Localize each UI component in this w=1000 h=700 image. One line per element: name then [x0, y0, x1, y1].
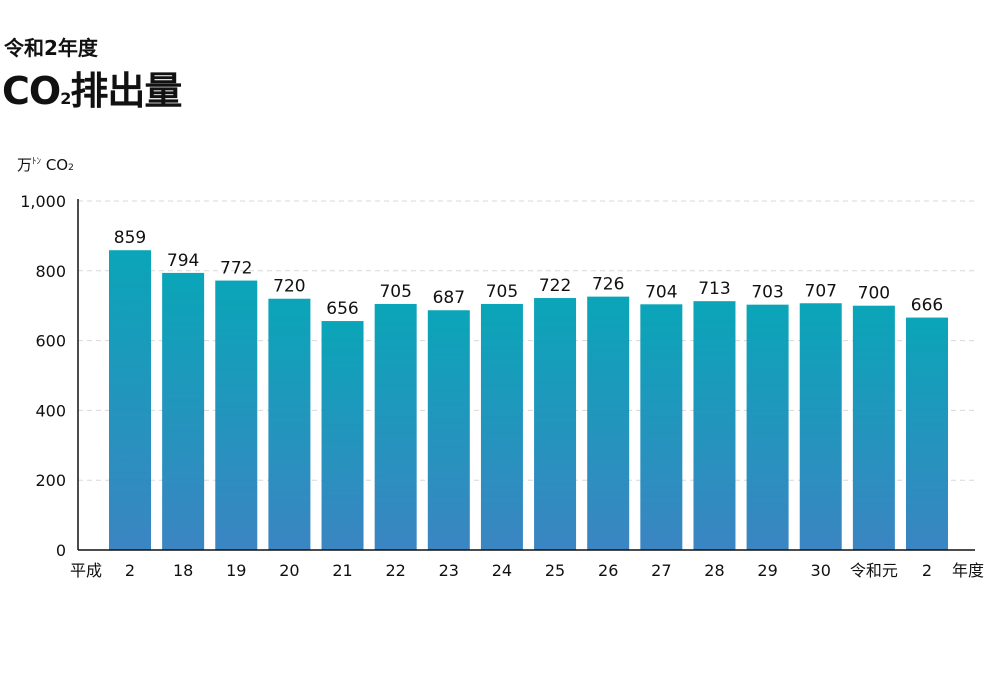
bar: [906, 317, 948, 550]
bar: [852, 305, 895, 550]
y-tick-label: 800: [35, 262, 66, 281]
x-tick-label: 28: [704, 561, 724, 580]
x-tick-label: 22: [385, 561, 405, 580]
bar: [640, 304, 683, 550]
x-tick-label: 30: [811, 561, 831, 580]
value-labels: 859 794 772 720 656 705 687 705 722 726 704 713 703 7…: [114, 228, 943, 319]
x-tick-label: 2: [125, 561, 135, 580]
bars: [109, 250, 948, 551]
y-tick-labels: 0 200 400 600 800 1,000: [20, 192, 66, 560]
chart-title: CO2排出量: [2, 60, 182, 115]
y-tick-label: 200: [35, 471, 66, 490]
x-tick-label: 23: [439, 561, 459, 580]
x-tick-label: 2: [922, 561, 932, 580]
bar: [374, 303, 417, 550]
x-tick-label: 26: [598, 561, 618, 580]
unit-small: ﾄﾝ: [32, 157, 42, 167]
x-tick-label: 24: [492, 561, 512, 580]
title-rest: 排出量: [70, 69, 182, 113]
bar: [109, 250, 151, 551]
bar-value-label: 720: [273, 277, 305, 297]
unit-subscript: 2: [68, 163, 74, 173]
x-tick-label: 令和元: [850, 561, 898, 580]
bar: [693, 301, 736, 550]
bar-value-label: 705: [379, 282, 411, 302]
bar-value-label: 726: [592, 275, 624, 295]
title-subscript: 2: [60, 89, 71, 108]
x-tick-label: 27: [651, 561, 671, 580]
y-tick-label: 0: [56, 541, 66, 560]
bar: [215, 280, 258, 550]
bar-value-label: 722: [539, 276, 571, 296]
x-tick-labels: 2 18 19 20 21 22 23 24 25 26 27 28 29 30 令和元 2 平成 年度: [70, 561, 984, 580]
bar-value-label: 859: [114, 228, 146, 248]
axes: [77, 199, 975, 551]
unit-co: CO: [45, 156, 69, 174]
bar-value-label: 794: [167, 251, 199, 271]
bar: [321, 321, 364, 550]
x-tick-label: 20: [279, 561, 299, 580]
bar-value-label: 713: [698, 279, 730, 299]
unit-prefix: 万: [17, 156, 33, 174]
subtitle: 令和2年度: [4, 36, 98, 60]
bar-value-label: 666: [911, 296, 943, 316]
bar-value-label: 772: [220, 259, 252, 279]
bar-value-label: 705: [486, 282, 518, 302]
x-tick-label: 19: [226, 561, 246, 580]
bar: [799, 303, 842, 550]
bar: [587, 296, 630, 550]
y-tick-label: 600: [35, 332, 66, 351]
y-tick-label: 1,000: [20, 192, 66, 211]
x-tick-label: 29: [757, 561, 777, 580]
bar-value-label: 704: [645, 282, 677, 302]
bar-value-label: 687: [433, 288, 465, 308]
bar: [534, 298, 577, 550]
bar-value-label: 656: [326, 299, 358, 319]
bar: [268, 298, 311, 550]
x-tick-label: 18: [173, 561, 193, 580]
x-tick-label: 25: [545, 561, 565, 580]
bar-value-label: 700: [858, 284, 890, 304]
x-axis-end-label: 年度: [952, 561, 984, 580]
bar-value-label: 707: [805, 281, 837, 301]
x-tick-label: 21: [332, 561, 352, 580]
bar: [162, 272, 205, 550]
y-axis-unit: 万ﾄﾝ CO2: [17, 154, 74, 175]
bar: [480, 303, 523, 550]
bar: [746, 304, 789, 550]
y-tick-label: 400: [35, 401, 66, 420]
title-co: CO: [2, 69, 61, 113]
bar-value-label: 703: [751, 283, 783, 303]
bar: [427, 310, 470, 550]
x-era-label: 平成: [70, 561, 102, 580]
